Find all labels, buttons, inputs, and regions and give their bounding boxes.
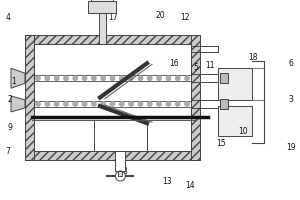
Circle shape bbox=[157, 102, 161, 106]
Circle shape bbox=[185, 76, 189, 80]
Circle shape bbox=[110, 76, 115, 80]
Circle shape bbox=[101, 102, 105, 106]
Text: 9: 9 bbox=[8, 123, 12, 132]
Text: 15: 15 bbox=[216, 140, 226, 148]
Bar bbox=[118, 171, 122, 176]
Bar bbox=[25, 35, 34, 160]
Circle shape bbox=[54, 102, 59, 106]
Bar bbox=[88, 1, 116, 13]
Circle shape bbox=[73, 102, 77, 106]
Circle shape bbox=[157, 76, 161, 80]
Text: 10: 10 bbox=[238, 127, 248, 136]
Text: 12: 12 bbox=[180, 14, 190, 22]
Circle shape bbox=[120, 76, 124, 80]
Circle shape bbox=[129, 76, 133, 80]
Circle shape bbox=[45, 102, 50, 106]
Circle shape bbox=[138, 102, 142, 106]
Text: 11: 11 bbox=[205, 60, 215, 70]
Circle shape bbox=[185, 102, 189, 106]
Circle shape bbox=[54, 76, 59, 80]
Bar bbox=[25, 35, 200, 44]
Bar bbox=[34, 44, 191, 151]
Text: 5: 5 bbox=[194, 62, 198, 72]
Bar bbox=[98, 13, 106, 44]
Text: 2: 2 bbox=[8, 96, 12, 104]
Text: 1: 1 bbox=[12, 77, 16, 86]
Circle shape bbox=[36, 102, 40, 106]
Bar bbox=[218, 68, 252, 100]
Circle shape bbox=[82, 76, 87, 80]
Circle shape bbox=[82, 102, 87, 106]
Circle shape bbox=[73, 76, 77, 80]
Bar bbox=[218, 106, 252, 136]
Circle shape bbox=[110, 102, 115, 106]
Circle shape bbox=[64, 102, 68, 106]
Circle shape bbox=[148, 76, 152, 80]
Text: 13: 13 bbox=[162, 176, 172, 186]
Circle shape bbox=[129, 102, 133, 106]
Circle shape bbox=[92, 76, 96, 80]
Bar bbox=[25, 151, 200, 160]
Text: 16: 16 bbox=[169, 58, 179, 68]
Circle shape bbox=[176, 76, 180, 80]
Text: 7: 7 bbox=[6, 148, 10, 156]
Circle shape bbox=[45, 76, 50, 80]
Circle shape bbox=[92, 102, 96, 106]
Text: 14: 14 bbox=[185, 180, 195, 190]
Circle shape bbox=[166, 102, 171, 106]
Text: 4: 4 bbox=[6, 14, 10, 22]
Circle shape bbox=[120, 102, 124, 106]
Text: 18: 18 bbox=[248, 52, 258, 62]
Bar bbox=[220, 99, 228, 109]
Circle shape bbox=[176, 102, 180, 106]
Bar bbox=[220, 73, 228, 83]
Circle shape bbox=[166, 76, 171, 80]
Text: 6: 6 bbox=[289, 58, 293, 68]
Text: 17: 17 bbox=[108, 12, 118, 21]
Circle shape bbox=[138, 76, 142, 80]
Circle shape bbox=[36, 76, 40, 80]
Bar bbox=[115, 151, 125, 171]
Circle shape bbox=[101, 76, 105, 80]
Text: 20: 20 bbox=[155, 10, 165, 20]
Polygon shape bbox=[11, 96, 25, 112]
Circle shape bbox=[148, 102, 152, 106]
Bar bbox=[91, 0, 113, 1]
Circle shape bbox=[64, 76, 68, 80]
Circle shape bbox=[115, 171, 125, 181]
Text: 3: 3 bbox=[289, 96, 293, 104]
Bar bbox=[191, 35, 200, 160]
Text: 19: 19 bbox=[286, 144, 296, 152]
Text: 8: 8 bbox=[123, 168, 128, 176]
Polygon shape bbox=[11, 68, 25, 88]
